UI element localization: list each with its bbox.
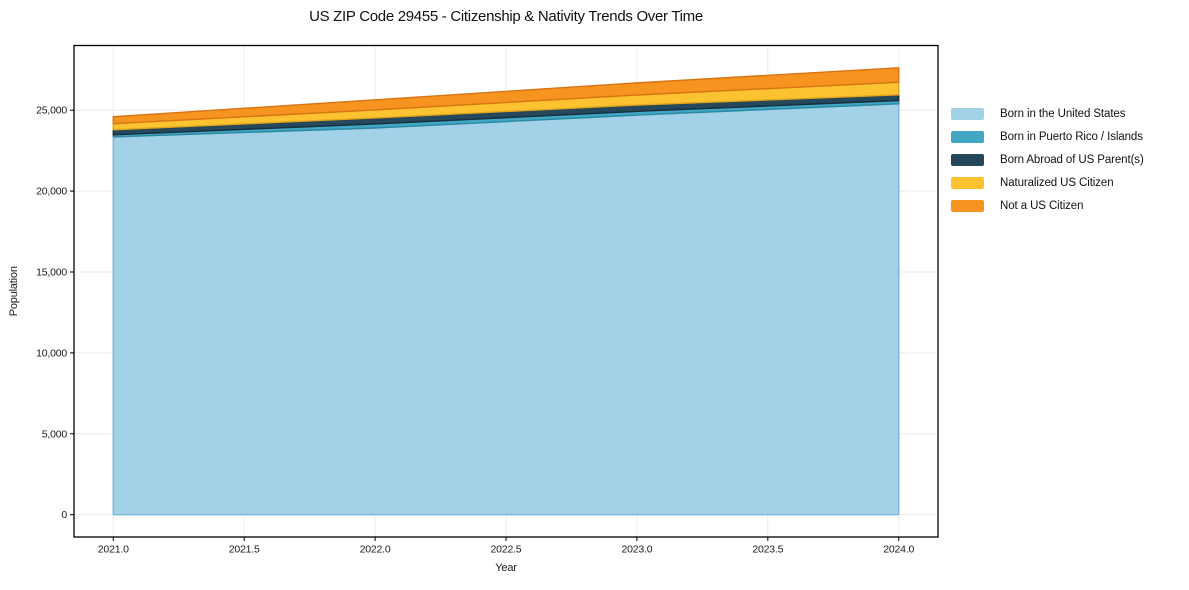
y-tick-label: 5,000 <box>42 428 68 440</box>
y-axis-label: Population <box>8 266 20 316</box>
legend-item-born-abroad: Born Abroad of US Parent(s) <box>951 148 1144 171</box>
y-tick-label: 20,000 <box>36 186 67 198</box>
legend-label-born-in-us: Born in the United States <box>1000 107 1126 120</box>
area-not-a-us-citizen <box>112 67 900 125</box>
legend-label-not-citizen: Not a US Citizen <box>1000 200 1084 213</box>
legend-swatch-puerto-rico-islands <box>951 130 984 143</box>
y-tick-label: 10,000 <box>36 347 67 359</box>
y-tick-label: 25,000 <box>36 105 67 117</box>
x-tick-label: 2021.0 <box>98 544 129 556</box>
area-born-in-the-united-states <box>112 103 900 516</box>
legend-swatch-born-abroad <box>951 153 984 166</box>
legend-swatch-naturalized <box>951 177 984 190</box>
y-tick-label: 15,000 <box>36 266 67 278</box>
y-tick-label: 0 <box>61 509 67 521</box>
legend-item-puerto-rico-islands: Born in Puerto Rico / Islands <box>951 125 1144 148</box>
legend-label-born-abroad: Born Abroad of US Parent(s) <box>1000 153 1144 166</box>
legend: Born in the United States Born in Puerto… <box>951 102 1144 218</box>
x-tick-label: 2024.0 <box>883 544 914 556</box>
legend-label-naturalized: Naturalized US Citizen <box>1000 177 1114 190</box>
chart-title: US ZIP Code 29455 - Citizenship & Nativi… <box>309 8 703 25</box>
legend-swatch-born-in-us <box>951 107 984 120</box>
x-axis-label: Year <box>495 562 517 574</box>
x-tick-label: 2023.0 <box>621 544 652 556</box>
x-tick-label: 2022.0 <box>360 544 391 556</box>
legend-swatch-not-citizen <box>951 200 984 213</box>
legend-label-puerto-rico-islands: Born in Puerto Rico / Islands <box>1000 130 1143 143</box>
x-tick-label: 2023.5 <box>752 544 783 556</box>
x-tick-label: 2022.5 <box>491 544 522 556</box>
legend-item-naturalized: Naturalized US Citizen <box>951 172 1144 195</box>
legend-item-born-in-us: Born in the United States <box>951 102 1144 125</box>
legend-item-not-citizen: Not a US Citizen <box>951 195 1144 218</box>
x-tick-label: 2021.5 <box>229 544 260 556</box>
